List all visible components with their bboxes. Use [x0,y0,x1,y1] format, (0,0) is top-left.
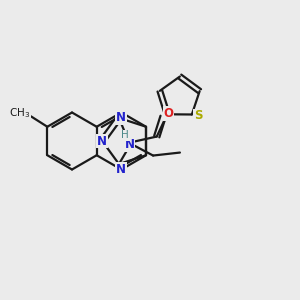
Text: N: N [116,111,126,124]
Text: N: N [124,138,134,151]
Text: H: H [122,130,129,140]
Text: O: O [164,107,173,120]
Text: S: S [194,110,203,122]
Text: N: N [116,163,126,176]
Text: N: N [97,134,107,148]
Text: CH$_3$: CH$_3$ [9,106,30,120]
